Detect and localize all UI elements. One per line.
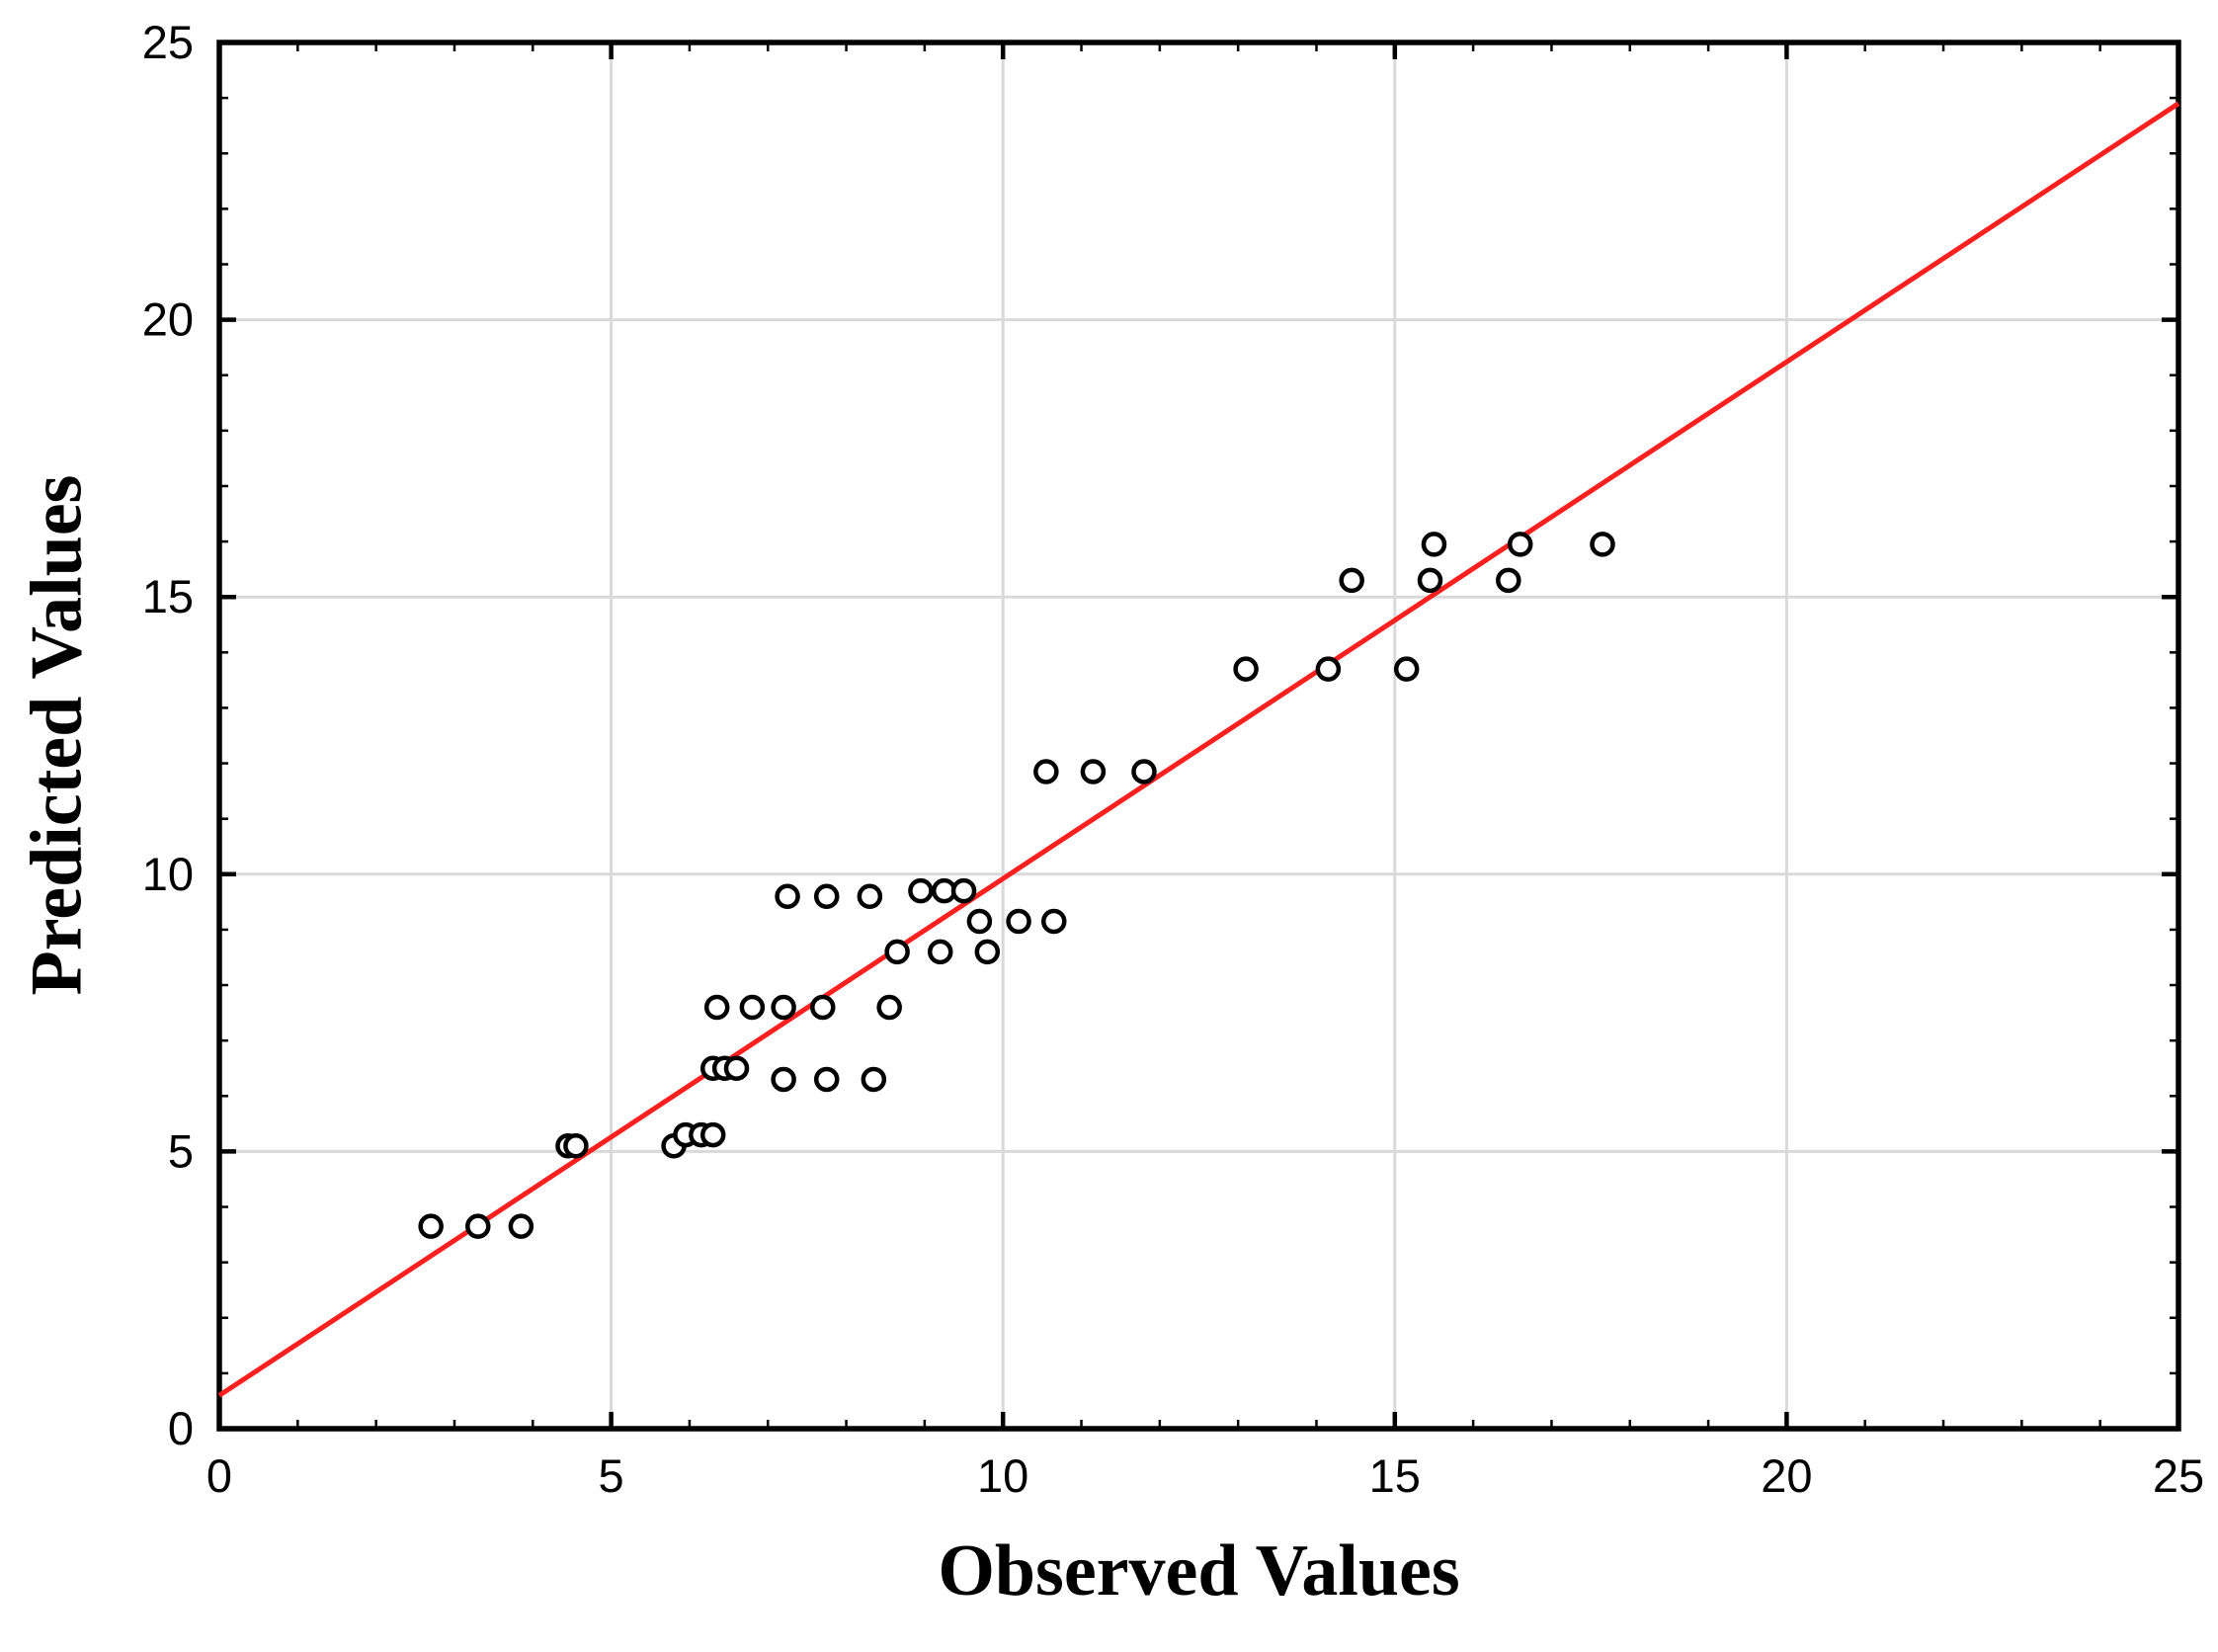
data-point-marker: [739, 994, 766, 1021]
data-point-marker: [1417, 567, 1443, 594]
data-point-marker: [974, 939, 1001, 965]
grid-lines: [219, 42, 2178, 1429]
data-point-marker: [1006, 908, 1031, 935]
data-point-marker: [699, 1121, 726, 1148]
regression-line: [217, 101, 2180, 1398]
y-axis-title: Predicted Values: [16, 474, 98, 996]
data-point-marker: [857, 883, 883, 909]
data-point-marker: [723, 1055, 750, 1081]
x-tick-label: 0: [206, 1449, 232, 1502]
data-point-marker: [1233, 656, 1259, 682]
x-tick-label: 10: [977, 1449, 1028, 1502]
data-point-marker: [950, 877, 977, 904]
data-point-marker: [1131, 759, 1157, 785]
y-tick-label: 25: [142, 16, 194, 68]
data-points: [418, 532, 1615, 1239]
data-point-marker: [813, 1066, 840, 1093]
data-point-marker: [1080, 759, 1107, 785]
x-tick-labels: 0 5 10 15 20 25: [206, 1449, 2204, 1502]
data-point-marker: [1590, 532, 1615, 557]
y-tick-label: 20: [142, 293, 194, 346]
data-point-marker: [1033, 759, 1059, 785]
data-point-marker: [1393, 656, 1420, 682]
x-tick-label: 25: [2153, 1449, 2204, 1502]
data-point-marker: [810, 994, 836, 1021]
data-point-marker: [966, 908, 993, 935]
data-point-marker: [703, 994, 730, 1021]
y-tick-label: 10: [142, 848, 194, 900]
data-point-marker: [771, 994, 796, 1021]
data-point-marker: [927, 939, 953, 965]
data-point-marker: [1315, 656, 1342, 682]
data-point-marker: [465, 1213, 491, 1239]
data-point-marker: [1041, 908, 1067, 935]
x-tick-label: 20: [1761, 1449, 1812, 1502]
x-axis-title: Observed Values: [938, 1530, 1460, 1611]
data-point-marker: [1496, 567, 1521, 594]
data-point-marker: [418, 1213, 444, 1239]
x-tick-label: 15: [1369, 1449, 1421, 1502]
x-tick-label: 5: [599, 1449, 624, 1502]
y-tick-label: 0: [168, 1402, 194, 1454]
data-point-marker: [813, 883, 840, 909]
data-point-marker: [1339, 567, 1364, 594]
data-point-marker: [771, 1066, 796, 1093]
plot-border: [216, 40, 2181, 1432]
data-point-marker: [1507, 532, 1533, 557]
data-point-marker: [908, 877, 934, 904]
data-point-marker: [508, 1213, 534, 1239]
y-tick-label: 15: [142, 570, 194, 622]
y-tick-labels: 0 5 10 15 20 25: [142, 16, 194, 1454]
data-point-marker: [876, 994, 902, 1021]
data-point-marker: [563, 1133, 589, 1159]
data-point-marker: [775, 883, 800, 909]
data-point-marker: [861, 1066, 887, 1093]
data-point-marker: [884, 939, 910, 965]
y-tick-label: 5: [168, 1124, 194, 1177]
data-point-marker: [1421, 532, 1447, 557]
